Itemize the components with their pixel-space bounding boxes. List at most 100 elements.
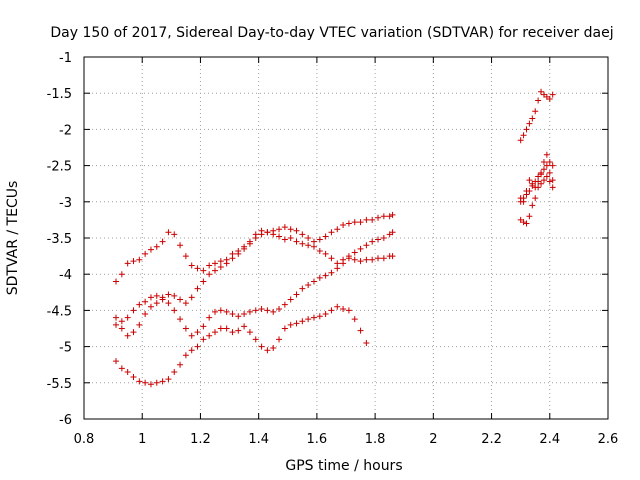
data-point bbox=[310, 243, 317, 250]
data-point bbox=[118, 325, 125, 332]
data-point bbox=[322, 311, 329, 318]
data-point bbox=[340, 305, 347, 312]
data-point bbox=[316, 313, 323, 320]
data-point bbox=[540, 158, 547, 165]
y-tick-label: -1 bbox=[59, 51, 72, 66]
data-point bbox=[229, 329, 236, 336]
data-point bbox=[200, 323, 207, 330]
data-point bbox=[532, 108, 539, 115]
data-point bbox=[316, 274, 323, 281]
data-point bbox=[357, 327, 364, 334]
data-point bbox=[293, 291, 300, 298]
data-point bbox=[532, 195, 539, 202]
data-point bbox=[229, 255, 236, 262]
x-axis-label: GPS time / hours bbox=[285, 458, 402, 474]
data-point bbox=[142, 311, 149, 318]
data-point bbox=[287, 226, 294, 233]
data-point bbox=[546, 158, 553, 165]
y-axis-label: SDTVAR / TECUs bbox=[5, 181, 21, 296]
data-point bbox=[188, 332, 195, 339]
data-point bbox=[246, 329, 253, 336]
data-point bbox=[549, 184, 556, 191]
data-point bbox=[526, 213, 533, 220]
data-point bbox=[124, 260, 131, 267]
data-point bbox=[299, 318, 306, 325]
y-tick-label: -2.5 bbox=[47, 160, 72, 175]
data-point bbox=[113, 278, 120, 285]
data-point bbox=[316, 236, 323, 243]
data-point bbox=[165, 376, 172, 383]
data-point bbox=[165, 229, 172, 236]
x-tick-label: 1.2 bbox=[190, 432, 211, 447]
data-point bbox=[529, 180, 536, 187]
plot-frame bbox=[83, 56, 609, 420]
data-point bbox=[310, 314, 317, 321]
data-point bbox=[177, 296, 184, 303]
data-point bbox=[159, 378, 166, 385]
data-point bbox=[188, 262, 195, 269]
data-point bbox=[328, 269, 335, 276]
chart-title: Day 150 of 2017, Sidereal Day-to-day VTE… bbox=[50, 25, 613, 41]
data-point bbox=[369, 238, 376, 245]
data-point bbox=[523, 220, 530, 227]
data-point bbox=[171, 292, 178, 299]
data-point bbox=[113, 321, 120, 328]
data-point bbox=[546, 169, 553, 176]
data-point bbox=[549, 162, 556, 169]
x-tick-label: 0.8 bbox=[74, 432, 95, 447]
data-point bbox=[212, 308, 218, 315]
data-point bbox=[299, 240, 306, 247]
data-point bbox=[293, 320, 300, 327]
data-point bbox=[520, 219, 527, 226]
data-point bbox=[322, 272, 329, 279]
data-point bbox=[171, 307, 178, 314]
data-point bbox=[380, 213, 387, 220]
data-point bbox=[171, 231, 178, 238]
data-point bbox=[287, 321, 294, 328]
data-point bbox=[287, 235, 294, 241]
data-point bbox=[200, 278, 207, 285]
data-point bbox=[246, 240, 253, 247]
data-point bbox=[535, 97, 542, 104]
data-point bbox=[235, 313, 242, 320]
data-point bbox=[363, 242, 370, 249]
data-point bbox=[206, 314, 213, 321]
data-point bbox=[153, 300, 160, 307]
data-point bbox=[363, 339, 370, 346]
data-point bbox=[380, 235, 387, 241]
data-point bbox=[334, 303, 341, 310]
x-tick-label: 2.6 bbox=[598, 432, 619, 447]
data-point bbox=[124, 332, 131, 339]
data-point bbox=[223, 260, 230, 267]
data-point bbox=[241, 323, 248, 330]
data-point bbox=[328, 255, 335, 262]
data-point bbox=[188, 294, 195, 301]
data-point bbox=[369, 256, 376, 263]
data-point bbox=[310, 238, 317, 245]
data-point bbox=[153, 292, 160, 299]
data-point bbox=[165, 300, 172, 307]
data-point bbox=[340, 260, 347, 267]
data-point bbox=[177, 316, 184, 323]
y-tick-label: -3.5 bbox=[47, 232, 72, 247]
x-tick-label: 1.6 bbox=[307, 432, 328, 447]
data-point bbox=[124, 314, 131, 321]
data-point bbox=[538, 88, 545, 95]
data-point bbox=[549, 91, 556, 98]
data-point bbox=[206, 262, 213, 269]
data-point bbox=[363, 256, 370, 263]
data-point bbox=[546, 178, 553, 185]
data-point bbox=[305, 235, 312, 241]
data-point bbox=[142, 298, 149, 305]
x-tick-label: 1.4 bbox=[248, 432, 269, 447]
data-point bbox=[182, 352, 189, 359]
data-point bbox=[113, 314, 120, 321]
data-point bbox=[136, 256, 143, 263]
data-point bbox=[351, 256, 358, 263]
data-point bbox=[523, 126, 530, 133]
data-point bbox=[270, 345, 277, 352]
y-tick-label: -3 bbox=[59, 196, 72, 211]
data-point bbox=[543, 173, 550, 180]
data-point bbox=[305, 316, 312, 323]
